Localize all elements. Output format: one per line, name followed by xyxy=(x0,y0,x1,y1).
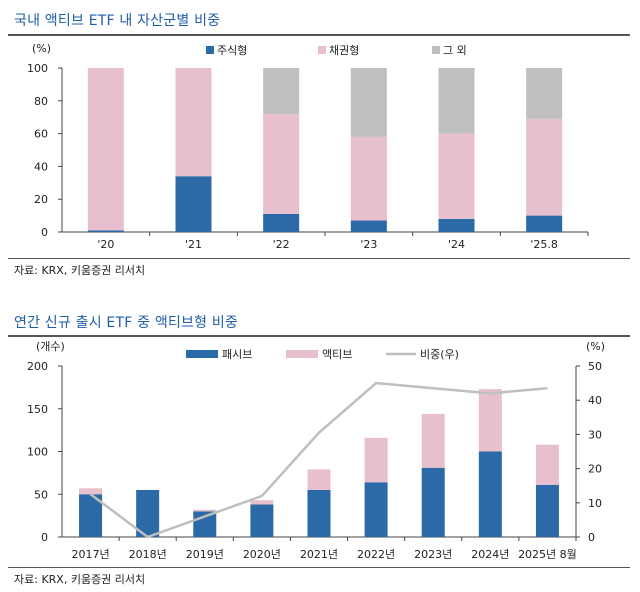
chart2-bar-passive xyxy=(535,484,559,537)
chart2-y-right-tick-label: 50 xyxy=(588,360,602,373)
chart1-y-tick-label: 40 xyxy=(34,160,48,173)
chart2-bar-passive xyxy=(136,489,160,537)
chart1-bar-equity xyxy=(526,215,563,232)
chart2-legend-label: 패시브 xyxy=(222,348,252,361)
chart1-bar-equity xyxy=(350,220,387,232)
chart2-x-tick-label: 2022년 xyxy=(357,548,395,561)
chart2-x-tick-label: 2025년 8월 xyxy=(518,548,577,561)
chart1-bar-bond xyxy=(87,68,124,231)
chart1-legend-swatch xyxy=(432,46,440,54)
chart1-bar-bond xyxy=(263,113,300,214)
chart1-y-tick-label: 100 xyxy=(27,62,48,75)
chart1-x-tick-label: '24 xyxy=(448,238,465,251)
chart2-y-left-tick-label: 200 xyxy=(27,360,48,373)
chart2-bar-active xyxy=(79,488,103,495)
chart2-bar-active xyxy=(250,500,274,505)
chart2-bar-passive xyxy=(307,489,331,537)
chart2-top-rule xyxy=(8,335,630,337)
chart2-title: 연간 신규 출시 ETF 중 액티브형 비중 xyxy=(14,315,238,331)
chart1-y-tick-label: 80 xyxy=(34,95,48,108)
chart2-y-left-tick-label: 0 xyxy=(41,531,48,544)
chart1-x-tick-label: '20 xyxy=(97,238,114,251)
chart2-x-tick-label: 2019년 xyxy=(186,548,224,561)
chart1-legend-label: 주식형 xyxy=(217,44,247,57)
chart2-svg: (개수) (%) 0 50 100 150 200 0 10 20 30 40 50 2017년 2018년… xyxy=(27,340,605,561)
chart2-bar-passive xyxy=(478,451,502,537)
chart2-y-left-tick-label: 50 xyxy=(34,488,48,501)
chart1-legend-label: 채권형 xyxy=(329,44,359,57)
chart2-bar-active xyxy=(193,509,217,512)
chart2-bar-passive xyxy=(250,504,274,537)
chart1-x-tick-label: '22 xyxy=(273,238,290,251)
chart2-y-right-tick-label: 20 xyxy=(588,463,602,476)
chart2-legend-label: 액티브 xyxy=(322,348,352,361)
chart2-bar-active xyxy=(364,437,388,483)
chart1-y-unit: (%) xyxy=(32,42,51,55)
chart2-legend-swatch-active xyxy=(286,350,318,358)
chart2-x-tick-label: 2017년 xyxy=(71,548,109,561)
chart2-x-tick-label: 2023년 xyxy=(414,548,452,561)
chart2-x-tick-label: 2024년 xyxy=(471,548,509,561)
chart2-legend-label: 비중(우) xyxy=(420,348,459,361)
chart2-y-right-tick-label: 30 xyxy=(588,428,602,441)
chart1-bar-equity xyxy=(175,176,212,232)
chart1-legend-swatch xyxy=(318,46,326,54)
chart2-line-ratio xyxy=(89,381,548,539)
chart2-source: 자료: KRX, 키움증권 리서치 xyxy=(14,573,146,586)
chart1-bar-equity xyxy=(263,213,300,232)
chart1-x-tick-label: '25.8 xyxy=(530,238,558,251)
chart2-x-tick-label: 2018년 xyxy=(129,548,167,561)
chart2-bar-passive xyxy=(79,494,103,537)
chart2-bar-active xyxy=(421,413,445,468)
chart1-bar-other xyxy=(350,68,387,137)
chart2-bar-passive xyxy=(421,467,445,537)
chart1-bottom-rule xyxy=(8,258,630,259)
chart2-y-left-unit: (개수) xyxy=(36,340,65,353)
chart2-y-right-tick-label: 10 xyxy=(588,497,602,510)
chart1-x-tick-label: '23 xyxy=(360,238,377,251)
chart2-legend-swatch-passive xyxy=(186,350,218,358)
chart2-y-right-unit: (%) xyxy=(586,340,605,353)
chart2-bar-passive xyxy=(364,482,388,537)
chart1-y-tick-label: 60 xyxy=(34,128,48,141)
chart1-bar-other xyxy=(263,68,300,114)
chart1-legend-label: 그 외 xyxy=(443,44,467,57)
chart1-top-rule xyxy=(8,34,630,36)
chart2-y-right-tick-label: 0 xyxy=(588,531,595,544)
chart2-bottom-rule xyxy=(8,567,630,568)
chart1-bar-other xyxy=(438,68,475,134)
chart1-bar-equity xyxy=(438,218,475,232)
chart1-x-tick-label: '21 xyxy=(185,238,202,251)
chart1-svg: (%) 0 20 40 60 80 100 '20 '21 '22 '23 '24 '25.8 주식형 채권… xyxy=(27,42,589,251)
chart1-bar-bond xyxy=(438,133,475,219)
chart2-y-left-tick-label: 150 xyxy=(27,403,48,416)
chart2-x-tick-label: 2021년 xyxy=(300,548,338,561)
chart2-y-right-tick-label: 40 xyxy=(588,394,602,407)
chart1-y-tick-label: 0 xyxy=(41,226,48,239)
chart1-y-tick-label: 20 xyxy=(34,193,48,206)
chart1-legend-swatch xyxy=(206,46,214,54)
chart2-bar-active xyxy=(535,444,559,485)
chart1-title: 국내 액티브 ETF 내 자산군별 비중 xyxy=(14,13,221,29)
chart1-bar-equity xyxy=(87,230,124,232)
chart2-y-left-tick-label: 100 xyxy=(27,446,48,459)
chart2-x-tick-label: 2020년 xyxy=(243,548,281,561)
chart1-bar-bond xyxy=(175,68,212,177)
chart2-bar-active xyxy=(478,389,502,452)
chart1-source: 자료: KRX, 키움증권 리서치 xyxy=(14,264,146,277)
chart1-bar-bond xyxy=(350,136,387,221)
chart2-bar-active xyxy=(307,469,331,490)
chart1-bar-other xyxy=(526,68,563,119)
chart1-bar-bond xyxy=(526,118,563,216)
